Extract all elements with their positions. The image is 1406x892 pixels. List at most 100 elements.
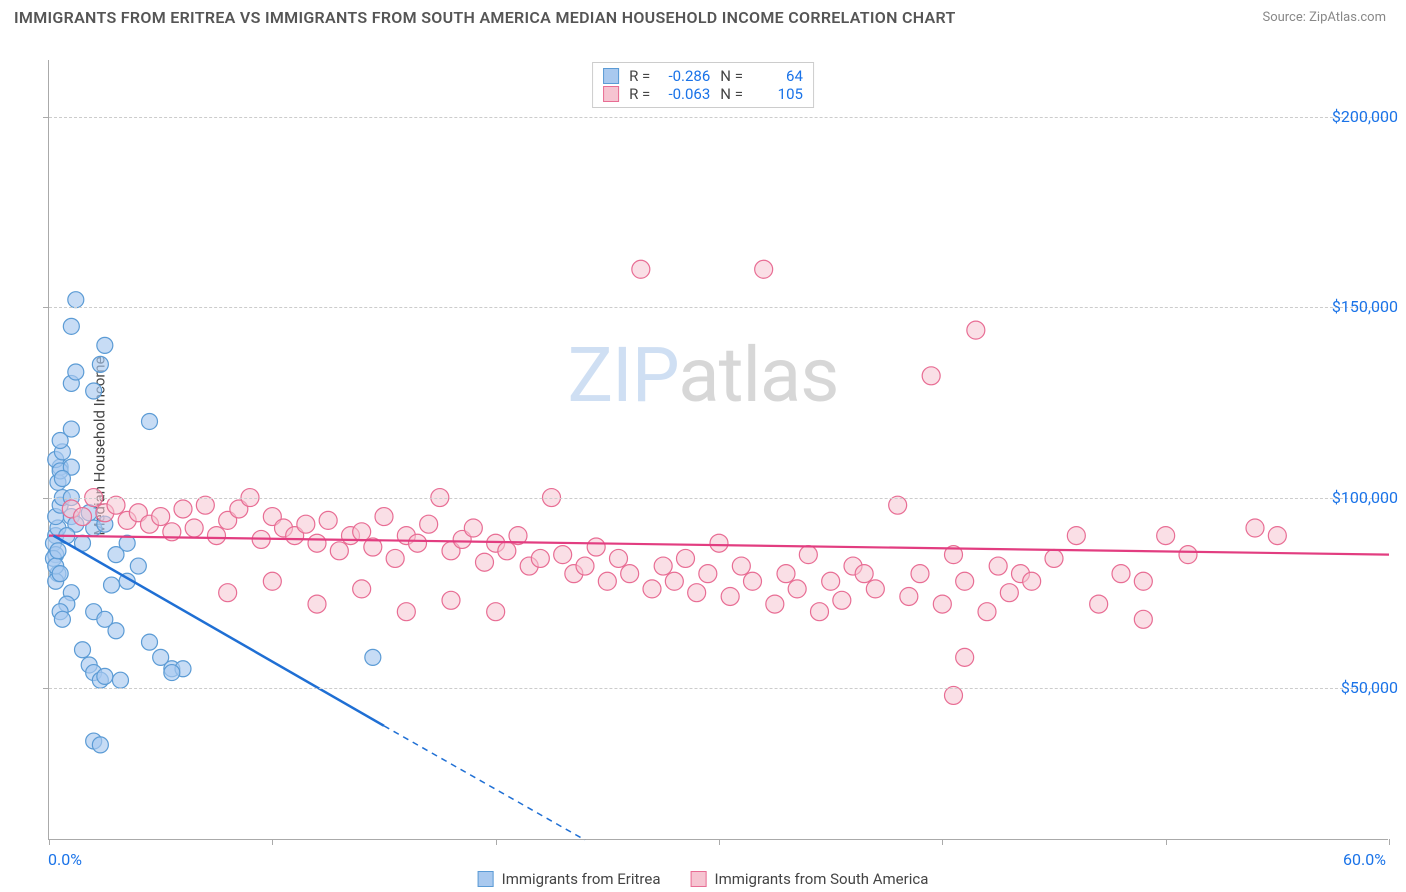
point-southamerica (442, 591, 460, 609)
point-eritrea (54, 471, 70, 487)
point-southamerica (967, 321, 985, 339)
point-southamerica (688, 584, 706, 602)
point-southamerica (1134, 572, 1152, 590)
point-southamerica (989, 557, 1007, 575)
trendline-eritrea-dash (384, 726, 585, 840)
point-southamerica (330, 542, 348, 560)
stats-n-label: N = (720, 67, 743, 85)
point-eritrea (52, 566, 68, 582)
stats-n-label: N = (720, 85, 743, 103)
y-tick-label: $150,000 (1332, 297, 1398, 316)
point-southamerica (956, 572, 974, 590)
title-bar: IMMIGRANTS FROM ERITREA VS IMMIGRANTS FR… (0, 0, 1406, 31)
point-southamerica (576, 557, 594, 575)
point-southamerica (699, 565, 717, 583)
point-eritrea (68, 364, 84, 380)
point-southamerica (308, 534, 326, 552)
point-eritrea (108, 547, 124, 563)
point-southamerica (900, 587, 918, 605)
point-southamerica (710, 534, 728, 552)
point-southamerica (1112, 565, 1130, 583)
point-eritrea (97, 668, 113, 684)
stats-r-label: R = (629, 67, 650, 85)
trendline-eritrea-solid (53, 536, 384, 726)
point-southamerica (554, 546, 572, 564)
point-southamerica (643, 580, 661, 598)
x-max-label: 60.0% (1343, 850, 1386, 869)
point-eritrea (97, 337, 113, 353)
point-southamerica (1157, 527, 1175, 545)
point-eritrea (108, 623, 124, 639)
legend-swatch-southamerica (690, 871, 706, 887)
point-southamerica (397, 603, 415, 621)
point-eritrea (104, 577, 120, 593)
chart-title: IMMIGRANTS FROM ERITREA VS IMMIGRANTS FR… (14, 8, 956, 27)
point-southamerica (744, 572, 762, 590)
y-tick-label: $200,000 (1332, 107, 1398, 126)
point-southamerica (799, 546, 817, 564)
point-southamerica (1268, 527, 1286, 545)
point-southamerica (866, 580, 884, 598)
point-southamerica (185, 519, 203, 537)
legend: Immigrants from Eritrea Immigrants from … (478, 870, 929, 888)
point-southamerica (353, 523, 371, 541)
point-eritrea (92, 737, 108, 753)
x-tick (272, 839, 273, 845)
point-southamerica (487, 603, 505, 621)
point-southamerica (777, 565, 795, 583)
point-southamerica (1090, 595, 1108, 613)
point-southamerica (375, 508, 393, 526)
stats-swatch-southamerica (603, 86, 619, 102)
stats-row-eritrea: R = -0.286 N = 64 (603, 67, 803, 85)
point-southamerica (1246, 519, 1264, 537)
point-southamerica (822, 572, 840, 590)
chart-svg (49, 60, 1388, 839)
y-tick (43, 307, 49, 308)
point-southamerica (677, 549, 695, 567)
point-eritrea (365, 649, 381, 665)
point-southamerica (498, 542, 516, 560)
correlation-stats-box: R = -0.286 N = 64 R = -0.063 N = 105 (592, 62, 814, 108)
point-eritrea (50, 543, 66, 559)
y-tick (43, 688, 49, 689)
point-southamerica (308, 595, 326, 613)
point-southamerica (911, 565, 929, 583)
x-tick (719, 839, 720, 845)
legend-item-eritrea: Immigrants from Eritrea (478, 870, 661, 888)
point-southamerica (945, 686, 963, 704)
point-southamerica (219, 584, 237, 602)
point-southamerica (721, 587, 739, 605)
x-tick (1389, 839, 1390, 845)
point-southamerica (1134, 610, 1152, 628)
gridline (49, 688, 1388, 689)
y-tick-label: $100,000 (1332, 488, 1398, 507)
watermark-zip: ZIP (568, 330, 679, 420)
point-southamerica (755, 260, 773, 278)
legend-label-southamerica: Immigrants from South America (714, 870, 928, 888)
x-tick (49, 839, 50, 845)
point-southamerica (654, 557, 672, 575)
point-southamerica (610, 549, 628, 567)
point-eritrea (92, 356, 108, 372)
gridline (49, 307, 1388, 308)
stats-swatch-eritrea (603, 68, 619, 84)
watermark-atlas: atlas (678, 330, 838, 420)
point-southamerica (476, 553, 494, 571)
point-eritrea (68, 292, 84, 308)
point-southamerica (1000, 584, 1018, 602)
gridline (49, 117, 1388, 118)
point-eritrea (130, 558, 146, 574)
point-eritrea (86, 383, 102, 399)
stats-r-eritrea: -0.286 (660, 67, 710, 85)
point-eritrea (54, 611, 70, 627)
point-southamerica (811, 603, 829, 621)
point-southamerica (386, 549, 404, 567)
point-southamerica (531, 549, 549, 567)
point-southamerica (353, 580, 371, 598)
point-eritrea (142, 634, 158, 650)
x-tick (1166, 839, 1167, 845)
point-southamerica (319, 511, 337, 529)
point-southamerica (409, 534, 427, 552)
point-southamerica (107, 496, 125, 514)
point-southamerica (74, 508, 92, 526)
